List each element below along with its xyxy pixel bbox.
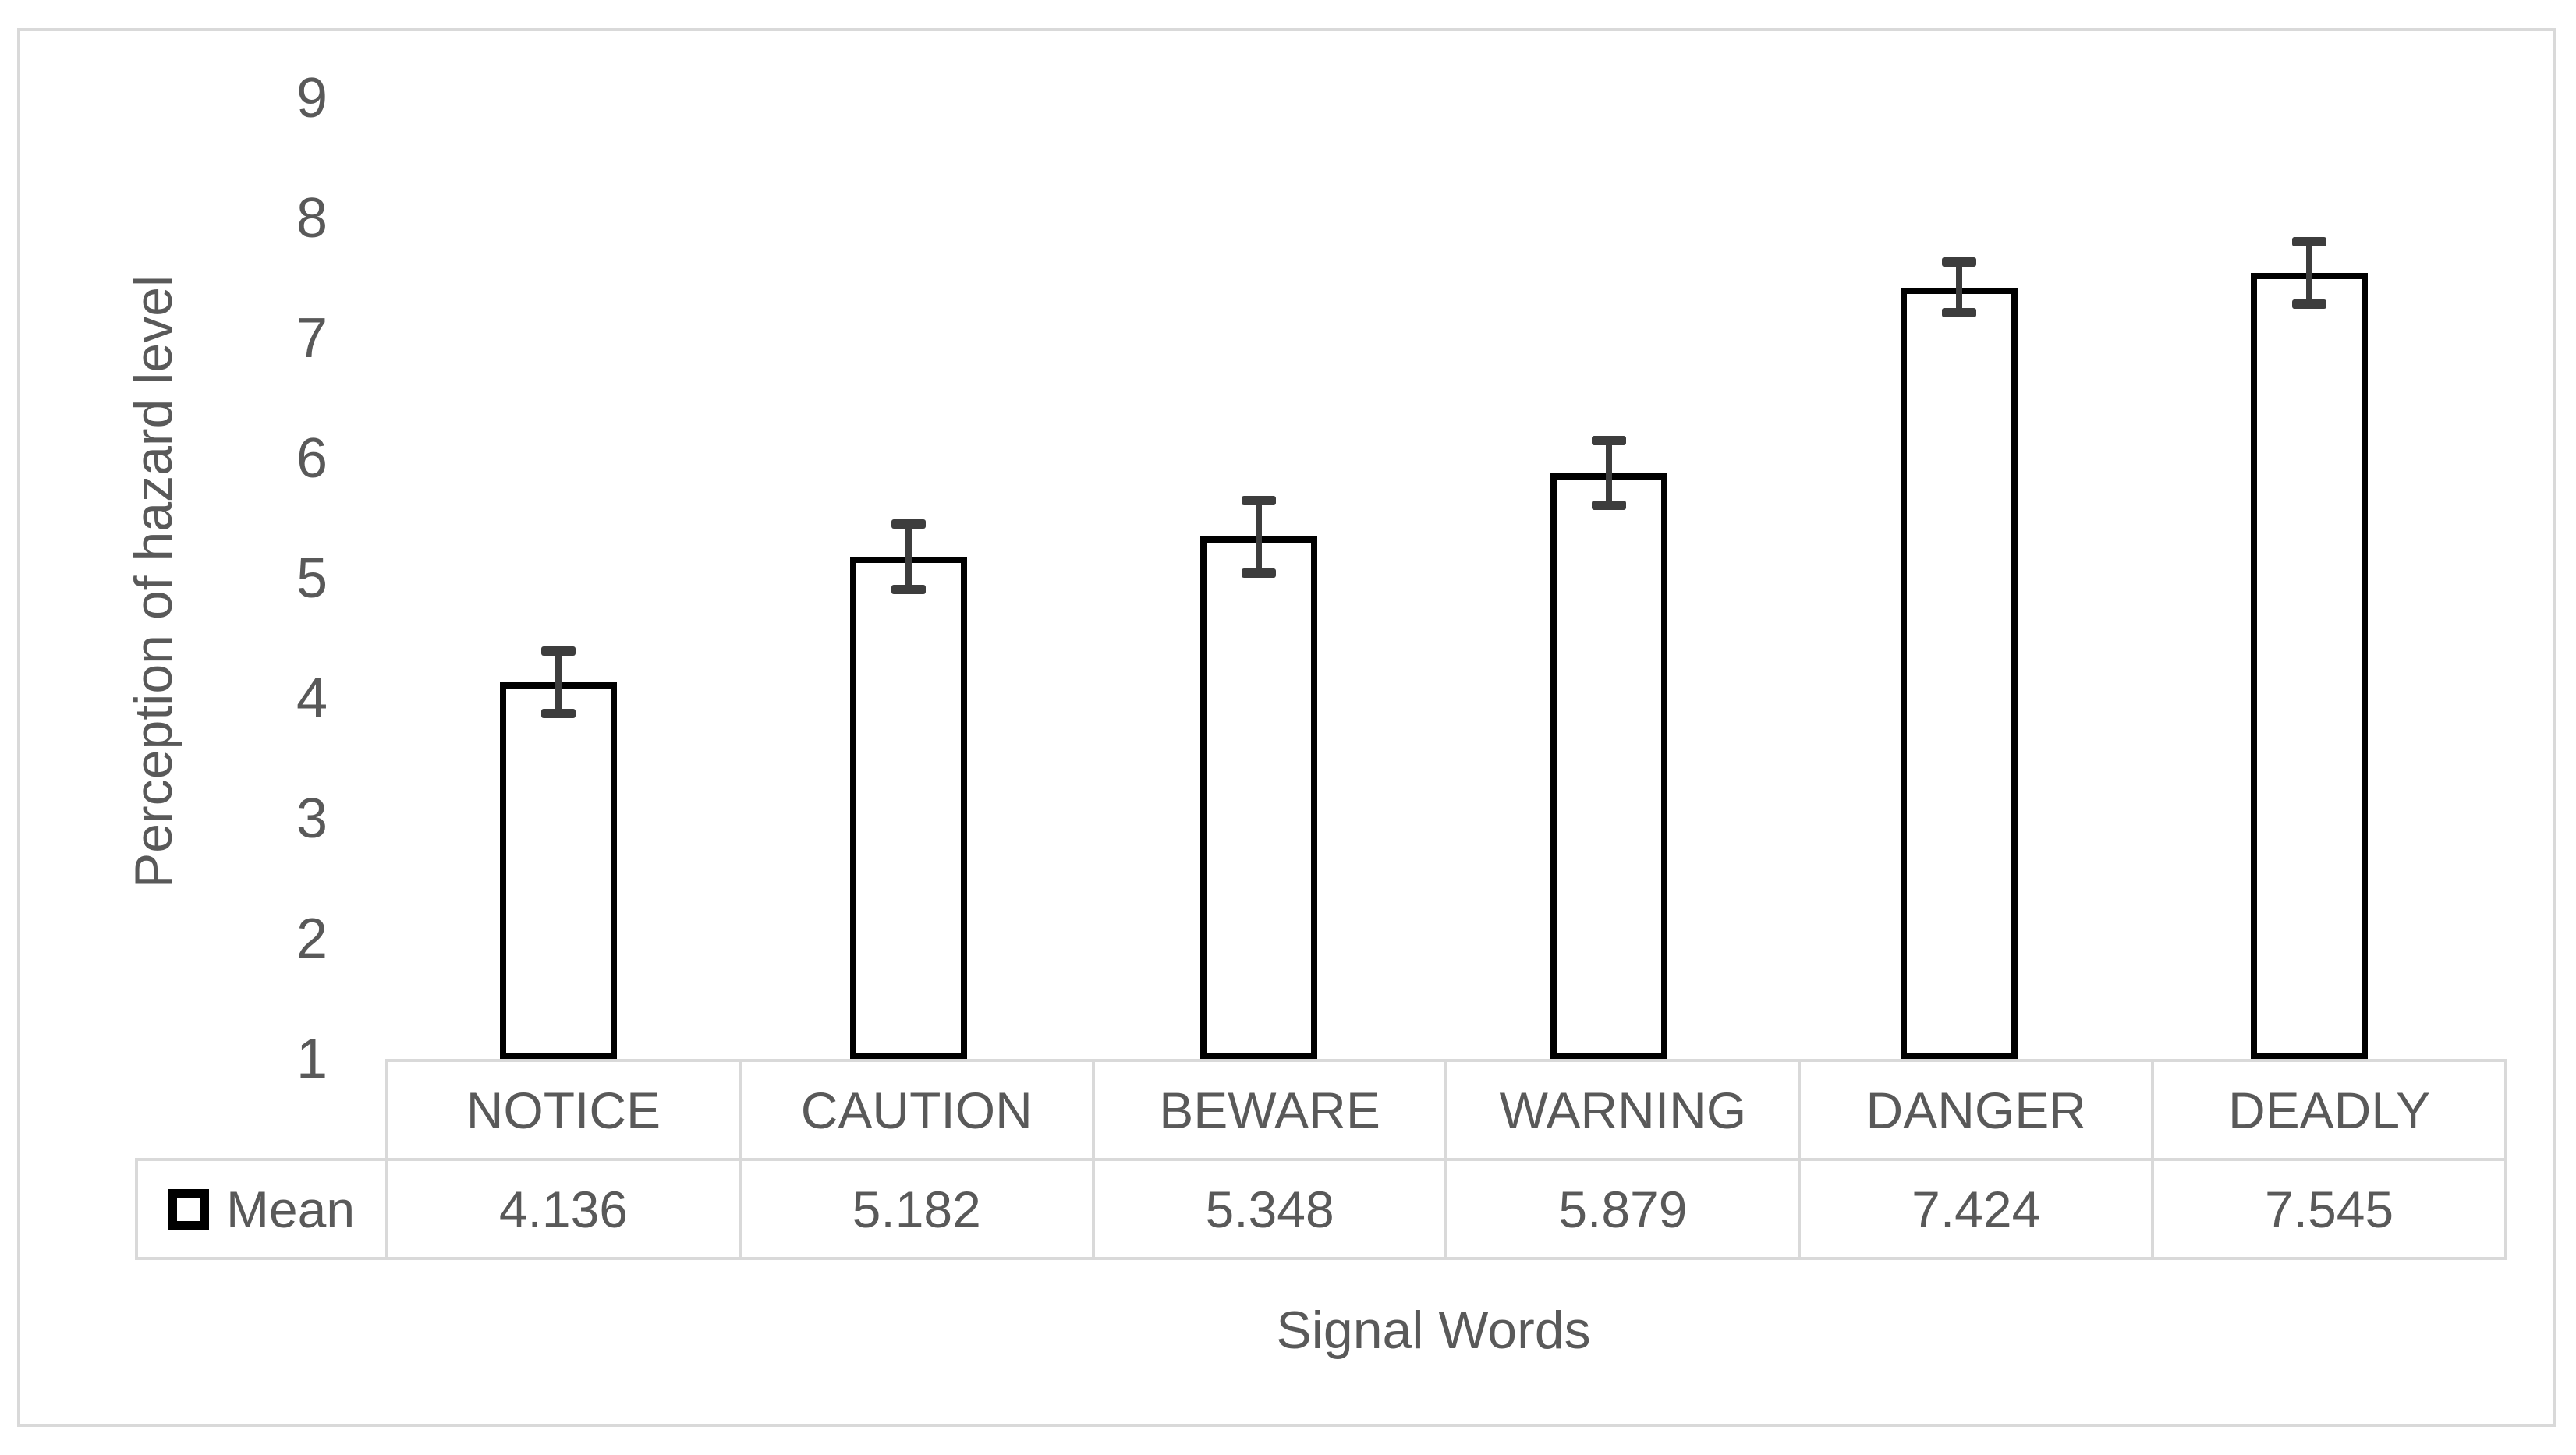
table-corner-cell xyxy=(136,1060,387,1159)
legend-cell: Mean xyxy=(135,1158,388,1260)
error-cap-bottom-beware xyxy=(1242,568,1277,578)
error-cap-top-danger xyxy=(1941,257,1976,267)
column-header-caution: CAUTION xyxy=(738,1059,1095,1161)
error-cap-top-notice xyxy=(541,646,576,657)
mean-value-beware: 5.348 xyxy=(1091,1158,1448,1260)
data-table: NOTICE CAUTION BEWARE WARNING DANGER DEADLY Me… xyxy=(135,1059,2507,1260)
column-header-danger: DANGER xyxy=(1798,1059,2155,1161)
y-tick-label-1: 1 xyxy=(296,1028,328,1090)
y-tick-label-7: 7 xyxy=(296,307,328,370)
mean-value-caution: 5.182 xyxy=(738,1158,1095,1260)
y-tick-label-3: 3 xyxy=(296,788,328,850)
column-header-deadly: DEADLY xyxy=(2151,1059,2507,1161)
y-tick-label-5: 5 xyxy=(296,547,328,610)
column-header-notice: NOTICE xyxy=(385,1059,742,1161)
error-cap-top-warning xyxy=(1591,436,1626,446)
error-bar-danger xyxy=(1955,262,1962,313)
error-bar-caution xyxy=(905,524,912,589)
legend-mean-marker-icon xyxy=(168,1188,209,1230)
bar-caution xyxy=(850,556,968,1059)
legend-label: Mean xyxy=(225,1180,356,1238)
error-bar-notice xyxy=(555,651,562,714)
y-tick-label-9: 9 xyxy=(296,67,328,129)
error-cap-bottom-warning xyxy=(1591,501,1626,511)
mean-value-warning: 5.879 xyxy=(1444,1158,1802,1260)
y-tick-label-2: 2 xyxy=(296,908,328,970)
error-bar-deadly xyxy=(2305,242,2312,305)
column-header-warning: WARNING xyxy=(1444,1059,1802,1161)
column-header-beware: BEWARE xyxy=(1091,1059,1448,1161)
y-tick-label-8: 8 xyxy=(296,187,328,250)
error-bar-beware xyxy=(1256,501,1263,573)
error-cap-top-beware xyxy=(1242,496,1277,506)
mean-value-danger: 7.424 xyxy=(1798,1158,2155,1260)
error-cap-top-deadly xyxy=(2291,237,2326,247)
bar-deadly xyxy=(2250,273,2368,1059)
error-bar-warning xyxy=(1605,441,1612,506)
error-cap-bottom-deadly xyxy=(2291,299,2326,310)
y-tick-label-4: 4 xyxy=(296,667,328,730)
mean-value-notice: 4.136 xyxy=(385,1158,742,1260)
error-cap-top-caution xyxy=(891,519,927,529)
error-cap-bottom-notice xyxy=(541,709,576,719)
x-axis-title: Signal Words xyxy=(1276,1301,1591,1360)
bar-beware xyxy=(1200,536,1318,1059)
bar-danger xyxy=(1900,287,2018,1059)
y-tick-label-6: 6 xyxy=(296,427,328,490)
bar-notice xyxy=(500,682,618,1059)
table-header-row: NOTICE CAUTION BEWARE WARNING DANGER DEADLY xyxy=(136,1059,2507,1161)
table-mean-row: Mean 4.136 5.182 5.348 5.879 7.424 7.545 xyxy=(135,1158,2507,1260)
mean-value-deadly: 7.545 xyxy=(2151,1158,2507,1260)
bar-warning xyxy=(1550,473,1667,1059)
error-cap-bottom-caution xyxy=(891,584,927,594)
error-cap-bottom-danger xyxy=(1941,308,1976,318)
